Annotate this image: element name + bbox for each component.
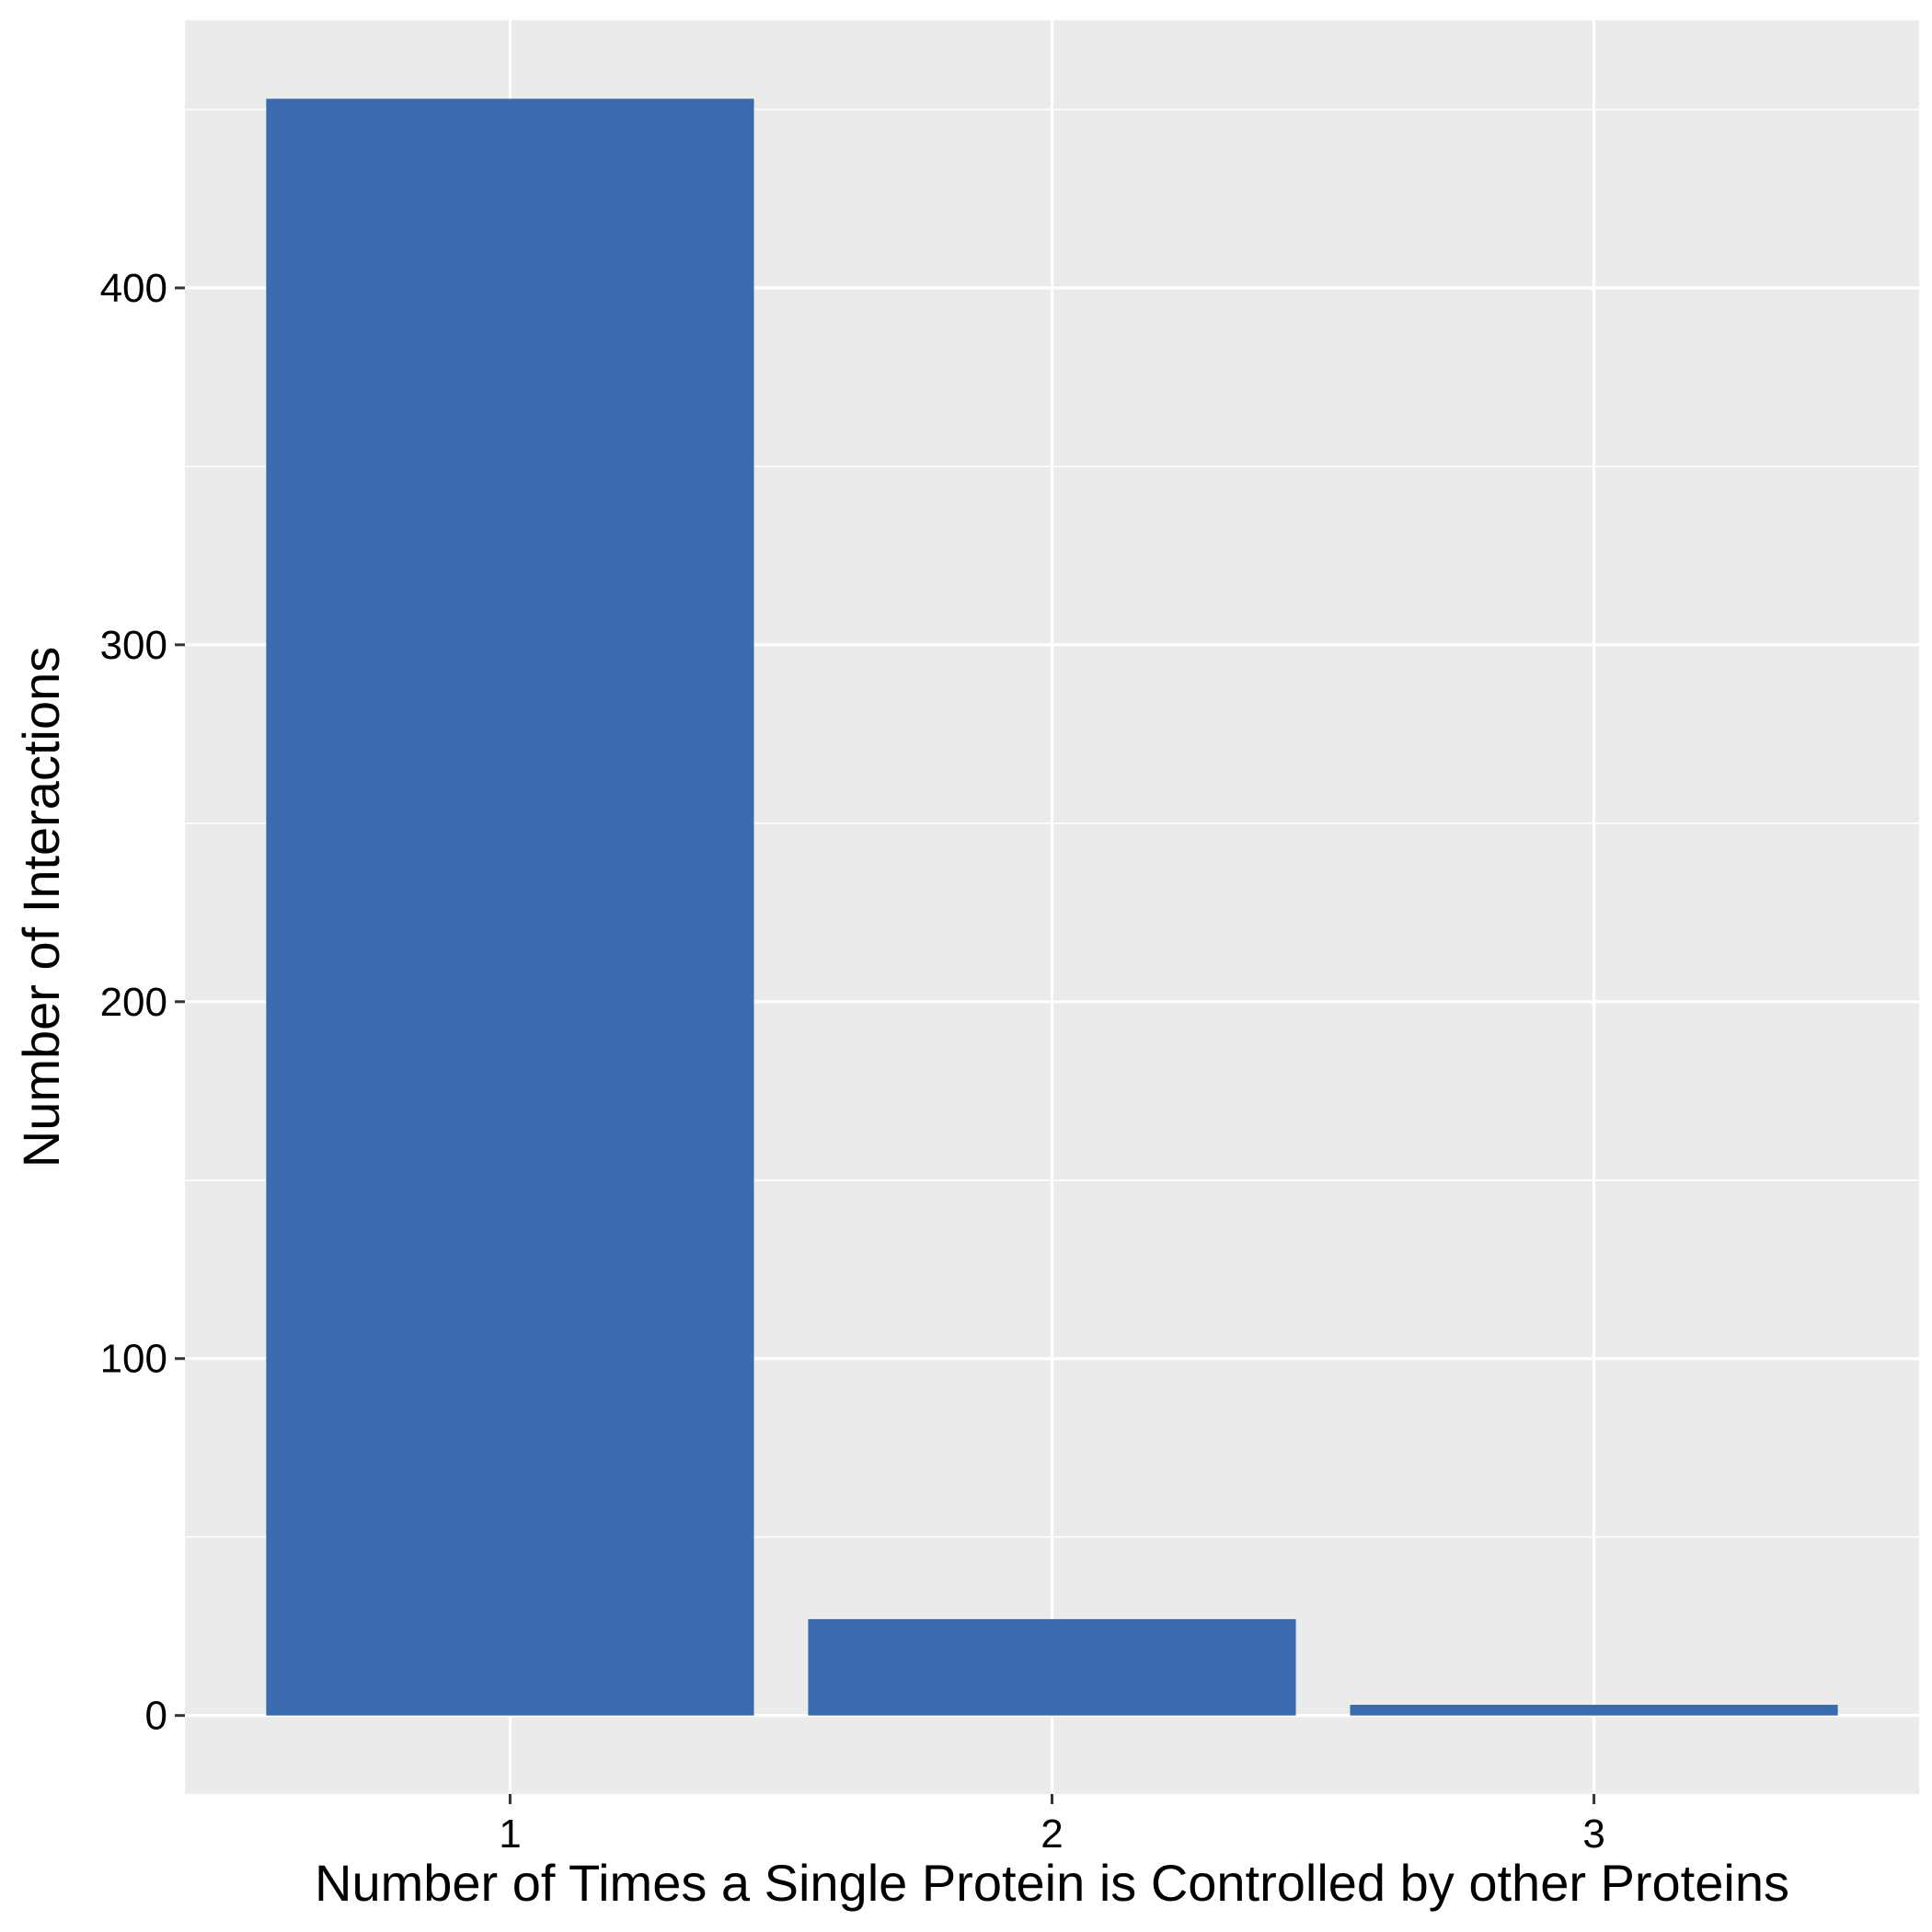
x-tick-label: 2: [1041, 1811, 1063, 1857]
x-tick-label: 1: [499, 1811, 521, 1857]
y-axis: 0 100 200 300 400: [100, 266, 185, 1739]
y-tick-label: 200: [100, 980, 167, 1025]
x-axis-title: Number of Times a Single Protein is Cont…: [315, 1854, 1789, 1912]
bars: [266, 98, 1838, 1716]
bar-2: [808, 1618, 1296, 1716]
y-tick-label: 100: [100, 1337, 167, 1382]
y-tick-label: 300: [100, 623, 167, 668]
y-tick-label: 400: [100, 266, 167, 311]
bar-1: [266, 98, 754, 1716]
bar-3: [1350, 1705, 1838, 1716]
y-tick-label: 0: [145, 1694, 167, 1739]
y-axis-title: Number of Interactions: [12, 647, 70, 1167]
x-tick-label: 3: [1582, 1811, 1604, 1857]
x-axis: 1 2 3: [499, 1794, 1605, 1857]
